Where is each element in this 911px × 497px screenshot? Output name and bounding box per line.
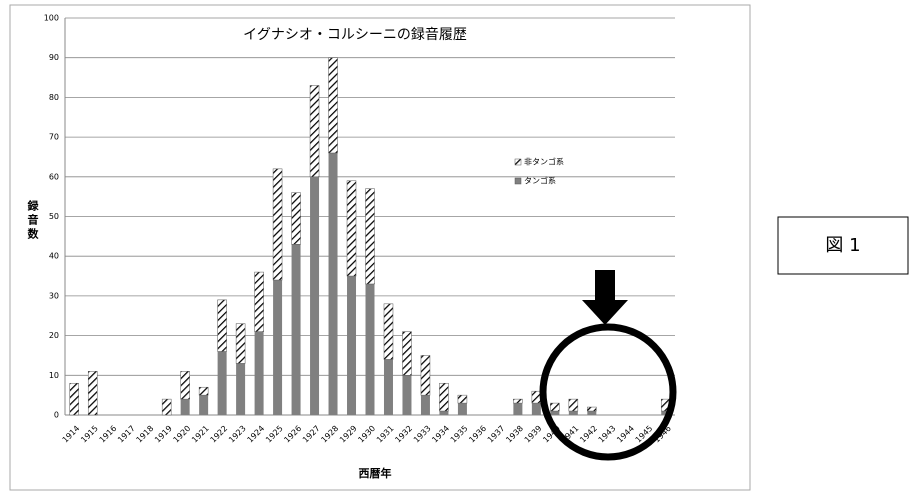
bar-segment bbox=[439, 411, 449, 415]
bar-segment bbox=[531, 403, 541, 415]
bar-segment bbox=[383, 303, 394, 360]
bar-segment bbox=[180, 371, 190, 400]
highlight-circle bbox=[539, 323, 677, 461]
bar-segment bbox=[550, 411, 560, 415]
y-tick-label: 0 bbox=[54, 411, 59, 420]
figure-label: 図 1 bbox=[825, 235, 860, 256]
legend-swatch bbox=[514, 177, 522, 185]
bar-segment bbox=[309, 85, 320, 178]
bar-segment bbox=[402, 331, 412, 376]
figure-label-box bbox=[777, 216, 909, 275]
bar-segment bbox=[402, 375, 412, 415]
bar-segment bbox=[365, 283, 375, 415]
y-tick-label: 100 bbox=[44, 14, 59, 23]
y-tick-label: 90 bbox=[49, 53, 59, 62]
bar-segment bbox=[328, 57, 338, 154]
x-axis-label: 西暦年 bbox=[359, 466, 392, 480]
bar-segment bbox=[69, 382, 79, 416]
bar-segment bbox=[199, 395, 209, 415]
y-tick-label: 60 bbox=[49, 172, 59, 181]
bar-segment bbox=[587, 406, 597, 412]
bar-segment bbox=[420, 395, 430, 415]
bar-segment bbox=[291, 192, 301, 245]
bar-segment bbox=[347, 276, 357, 415]
bar-segment bbox=[568, 411, 578, 415]
arrow bbox=[582, 270, 628, 325]
y-tick-label: 50 bbox=[49, 212, 59, 221]
y-tick-label: 10 bbox=[49, 371, 59, 380]
bar-segment bbox=[661, 411, 671, 415]
bar-segment bbox=[217, 299, 227, 352]
bar-segment bbox=[420, 355, 431, 396]
bar-segment bbox=[161, 398, 172, 416]
bar-segment bbox=[180, 399, 190, 415]
bar-segment bbox=[87, 371, 98, 416]
legend-label: 非タンゴ系 bbox=[524, 157, 564, 167]
y-tick-label: 20 bbox=[49, 331, 59, 340]
bar-segment bbox=[513, 398, 523, 404]
bar-segment bbox=[273, 280, 283, 415]
y-tick-label: 80 bbox=[49, 93, 59, 102]
bar-segment bbox=[365, 188, 375, 285]
y-tick-label: 70 bbox=[49, 133, 59, 142]
bar-segment bbox=[346, 180, 357, 277]
bar-segment bbox=[217, 351, 227, 415]
bar-segment bbox=[550, 402, 560, 412]
chart-frame bbox=[9, 4, 751, 491]
bar-segment bbox=[439, 382, 449, 412]
bar-segment bbox=[236, 363, 246, 415]
bar-segment bbox=[310, 176, 320, 415]
legend-swatch bbox=[514, 158, 522, 166]
bar-segment bbox=[272, 168, 283, 281]
y-tick-label: 40 bbox=[49, 252, 59, 261]
bar-segment bbox=[513, 403, 523, 415]
legend-label: タンゴ系 bbox=[524, 176, 556, 186]
bar-segment bbox=[254, 331, 264, 415]
bar-segment bbox=[457, 403, 467, 415]
bar-segment bbox=[235, 323, 246, 364]
y-axis-label: 録音数 bbox=[26, 199, 39, 242]
bar-segment bbox=[587, 411, 597, 415]
bar-segment bbox=[254, 271, 264, 332]
bar-segment bbox=[568, 398, 579, 412]
bar-segment bbox=[198, 386, 209, 396]
bar-segment bbox=[328, 152, 338, 416]
chart-title: イグナシオ・コルシーニの録音履歴 bbox=[243, 26, 467, 43]
bar-segment bbox=[457, 394, 468, 404]
y-tick-label: 30 bbox=[49, 291, 59, 300]
bar-segment bbox=[383, 359, 393, 415]
bar-segment bbox=[291, 244, 301, 415]
